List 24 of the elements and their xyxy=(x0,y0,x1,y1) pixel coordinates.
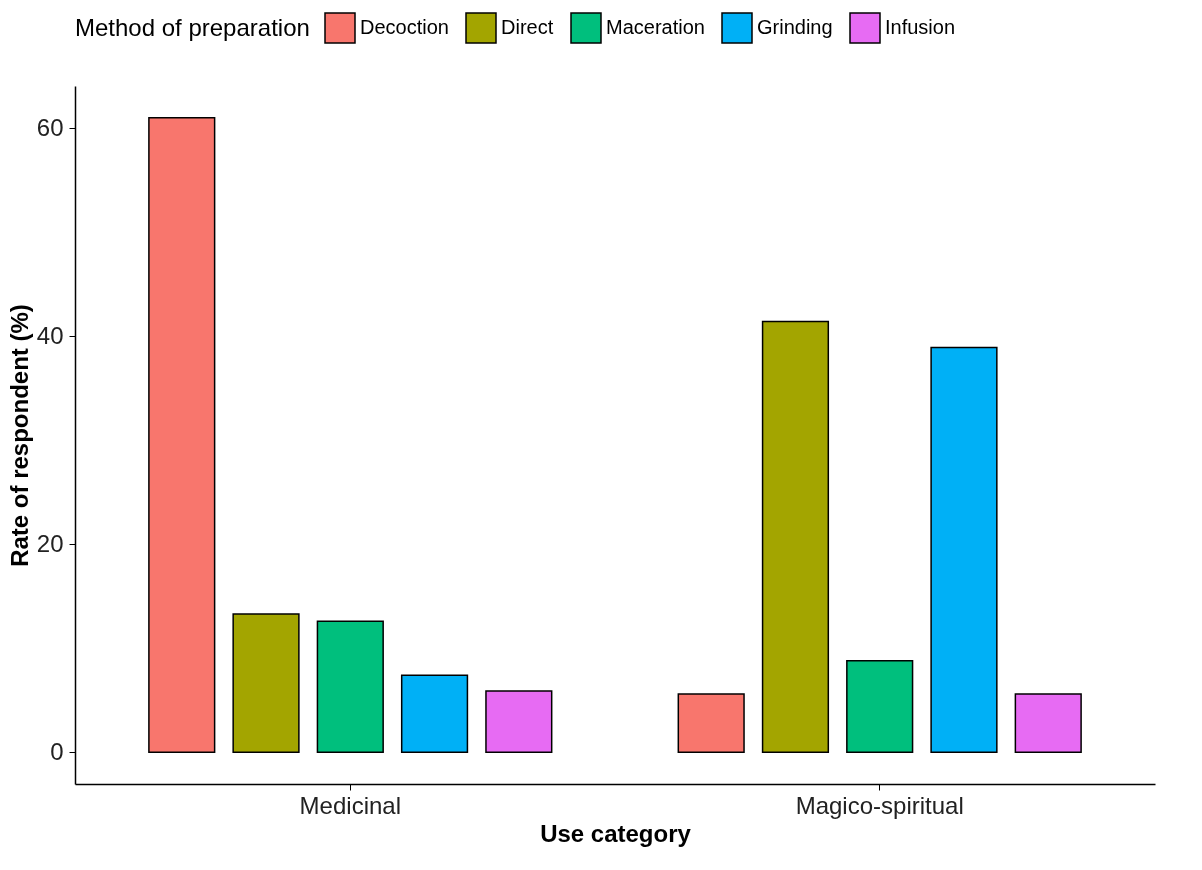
bar xyxy=(846,659,914,754)
legend-label: Direct xyxy=(501,16,554,38)
bar xyxy=(761,320,830,754)
bar xyxy=(232,613,300,754)
legend-label: Infusion xyxy=(885,16,956,38)
legend-label: Maceration xyxy=(606,16,705,38)
legend-label: Grinding xyxy=(757,16,833,38)
bar xyxy=(485,690,553,754)
bar xyxy=(677,693,745,754)
x-tick-label: Magico-spiritual xyxy=(795,791,964,819)
y-tick-label: 20 xyxy=(36,529,64,557)
bar xyxy=(316,620,384,754)
bar xyxy=(400,674,469,754)
legend-label: Decoction xyxy=(360,16,449,38)
bar xyxy=(930,346,998,754)
y-axis-title: Rate of respondent (%) xyxy=(5,304,33,567)
x-axis-title: Use category xyxy=(540,819,692,847)
y-tick-label: 0 xyxy=(50,737,64,765)
bar xyxy=(1014,693,1082,754)
x-tick-label: Medicinal xyxy=(299,791,401,819)
legend-title: Method of preparation xyxy=(75,14,310,41)
y-tick-label: 60 xyxy=(36,113,64,141)
bar xyxy=(148,116,216,754)
y-tick-label: 40 xyxy=(36,321,64,349)
